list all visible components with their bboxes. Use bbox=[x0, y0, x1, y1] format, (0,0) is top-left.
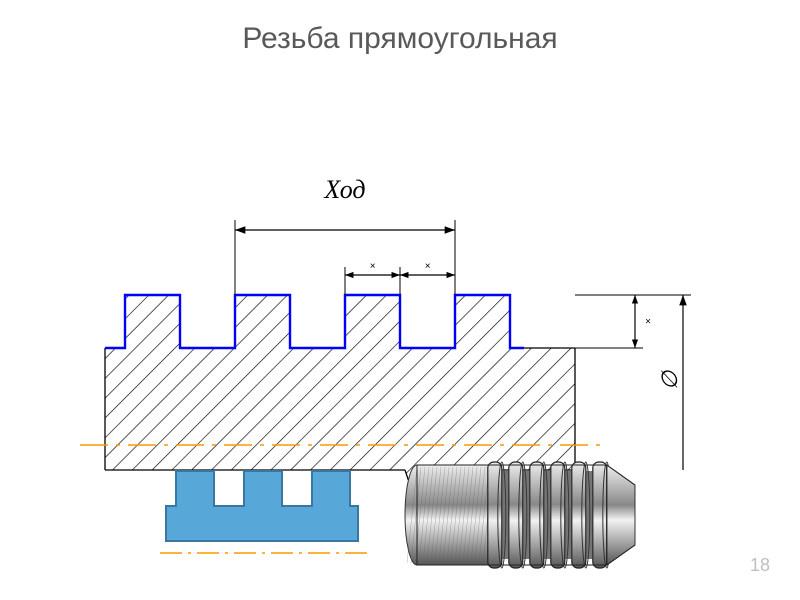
main-diagram: Ход × × × ∅ bbox=[0, 80, 800, 480]
inset-profile bbox=[160, 465, 380, 580]
inset-photo bbox=[400, 460, 640, 570]
svg-text:Ход: Ход bbox=[323, 175, 365, 204]
svg-text:×: × bbox=[645, 317, 651, 328]
page-number: 18 bbox=[750, 555, 770, 576]
page-title: Резьба прямоугольная bbox=[0, 22, 800, 56]
svg-text:∅: ∅ bbox=[657, 370, 682, 390]
svg-text:×: × bbox=[425, 261, 431, 272]
svg-text:×: × bbox=[370, 261, 376, 272]
